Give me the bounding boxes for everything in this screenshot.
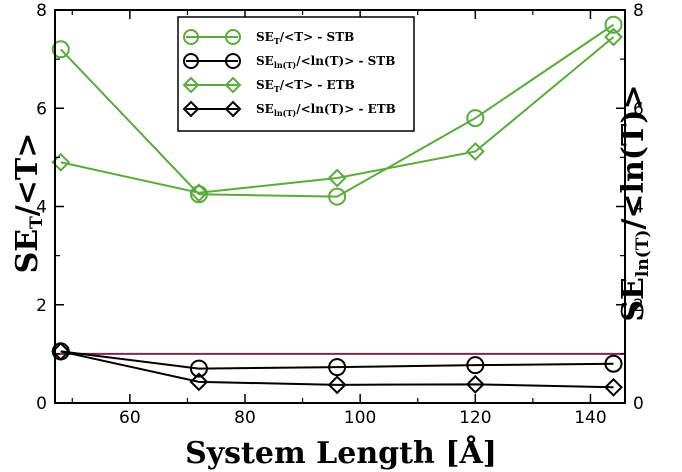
series-layer <box>51 15 623 397</box>
legend-marker-start <box>183 29 199 45</box>
y-tick-label-right: 4 <box>633 198 644 218</box>
x-axis-label: System Length [Å] <box>185 435 497 471</box>
legend-entry: SEln(T)/<ln(T)> - ETB <box>182 100 396 118</box>
legend-marker-start <box>182 100 200 118</box>
legend-marker-start <box>182 76 200 94</box>
series-4 <box>51 342 623 397</box>
y-tick-label-right: 8 <box>633 1 644 21</box>
legend-marker-end <box>224 100 242 118</box>
series-line <box>60 36 615 194</box>
y-tick-label-left: 2 <box>36 296 47 316</box>
data-point <box>51 40 70 59</box>
legend-label: SEln(T)/<ln(T)> - ETB <box>256 102 396 118</box>
data-point <box>189 185 208 204</box>
x-tick-label: 120 <box>459 408 491 428</box>
data-point <box>604 354 623 373</box>
series-line <box>60 350 614 370</box>
legend-marker-end <box>225 29 241 45</box>
data-point <box>604 377 623 397</box>
series-2 <box>51 342 623 378</box>
data-point <box>189 372 209 392</box>
y-tick-label-left: 0 <box>36 394 47 414</box>
data-point <box>465 374 485 394</box>
legend-marker-start <box>183 53 199 69</box>
y-tick-label-right: 0 <box>633 394 644 414</box>
data-point <box>604 15 623 34</box>
legend-label: SET/<T> - STB <box>256 30 354 46</box>
y-tick-label-left: 8 <box>36 1 47 21</box>
series-line <box>60 350 614 389</box>
x-tick-label: 80 <box>234 408 256 428</box>
y-tick-label-right: 2 <box>633 296 644 316</box>
data-point <box>328 187 347 206</box>
legend-label: SEln(T)/<ln(T)> - STB <box>256 54 395 70</box>
series-1 <box>51 15 623 206</box>
data-point <box>327 375 347 395</box>
legend-marker-end <box>224 76 242 94</box>
legend-entry: SET/<T> - ETB <box>182 76 355 94</box>
y-tick-label-left: 4 <box>36 198 47 218</box>
y-tick-label-right: 6 <box>633 99 644 119</box>
data-point <box>604 27 623 47</box>
data-point <box>328 358 347 377</box>
x-tick-label: 140 <box>574 408 606 428</box>
data-point <box>466 356 485 375</box>
legend: SET/<T> - STB SEln(T)/<ln(T)> - STB SET/<T… <box>177 16 415 132</box>
y-axis-label-left: SET/<T> <box>10 133 47 274</box>
series-line <box>60 23 615 198</box>
data-point <box>465 142 485 161</box>
legend-entry: SET/<T> - STB <box>183 29 354 46</box>
legend-marker-end <box>225 53 241 69</box>
data-point <box>189 183 209 203</box>
legend-entry: SEln(T)/<ln(T)> - STB <box>183 53 395 70</box>
y-tick-label-left: 6 <box>36 99 47 119</box>
legend-label: SET/<T> - ETB <box>256 78 355 94</box>
data-point <box>189 359 208 378</box>
data-point <box>466 109 485 128</box>
x-tick-label: 60 <box>119 408 141 428</box>
x-tick-label: 100 <box>344 408 376 428</box>
y-axis-label-right: SEln(T)/<ln(T)> <box>616 84 653 321</box>
data-point <box>327 168 347 188</box>
